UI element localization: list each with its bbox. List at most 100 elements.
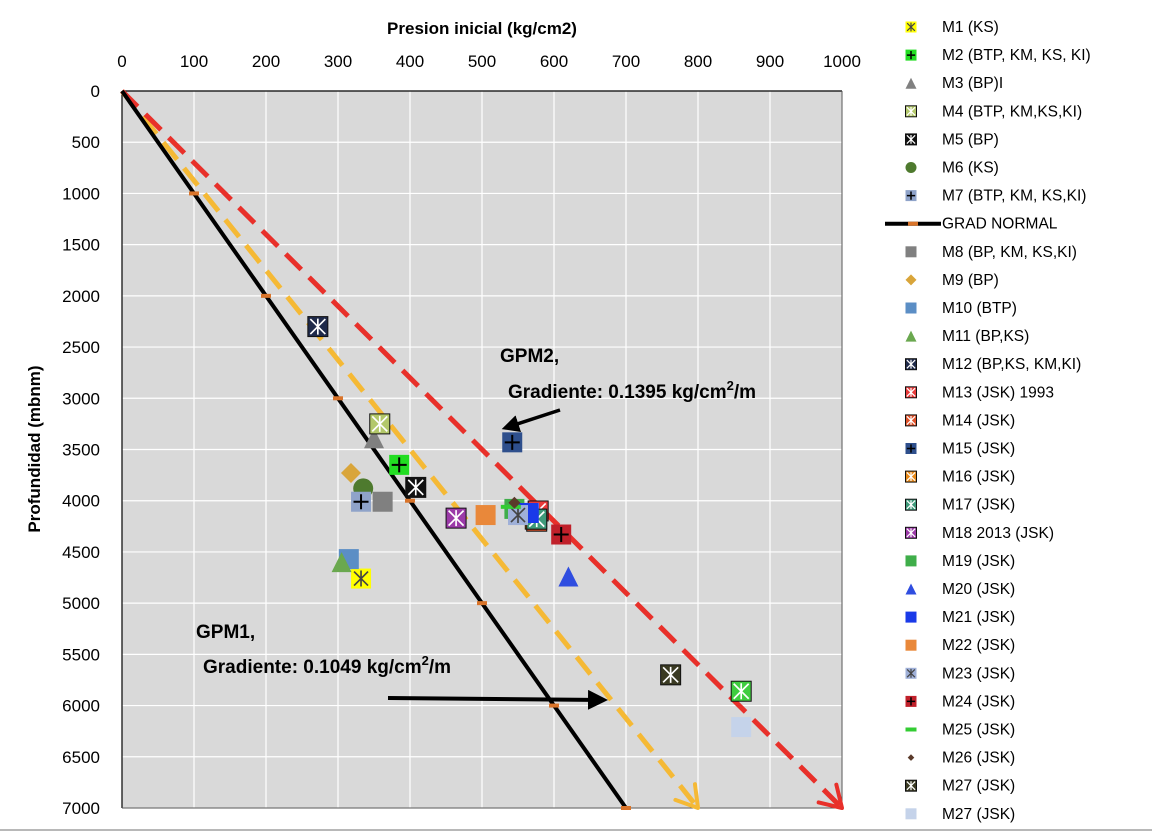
gpm1-annotation: GPM1, Gradiente: 0.1049 kg/cm2/m	[196, 622, 608, 710]
legend-entry: M13 (JSK) 1993	[942, 384, 1054, 401]
data-point	[405, 476, 427, 498]
gpm2-gradient-text: Gradiente: 0.1395 kg/cm2/m	[508, 378, 756, 403]
data-point	[351, 491, 372, 512]
normal-gradient-marker	[621, 806, 631, 810]
gpm2-arrow	[501, 408, 561, 432]
legend-entry: GRAD NORMAL	[942, 216, 1058, 233]
legend-marker	[907, 754, 915, 761]
y-tick-label: 5000	[62, 594, 100, 613]
legend-marker	[885, 221, 941, 226]
y-tick-label: 4000	[62, 492, 100, 511]
legend-marker	[905, 105, 917, 118]
normal-gradient-marker	[477, 601, 487, 606]
legend-entry: M23 (JSK)	[942, 665, 1015, 682]
legend-marker	[905, 49, 917, 61]
legend-entry: M17 (JSK)	[942, 497, 1015, 514]
gpm1-arrow	[387, 689, 608, 710]
x-tick-label: 700	[612, 52, 640, 71]
normal-gradient-marker	[405, 498, 415, 503]
data-point	[475, 505, 496, 526]
data-points	[307, 316, 752, 738]
legend-marker	[905, 162, 917, 173]
normal-gradient-marker	[189, 191, 199, 196]
gpm1-trend-line	[120, 89, 700, 810]
data-point	[731, 717, 752, 738]
data-point	[340, 463, 361, 484]
legend-marker	[905, 695, 917, 707]
legend-entry: M6 (KS)	[942, 160, 999, 177]
legend-entry: M12 (BP,KS, KM,KI)	[942, 356, 1081, 373]
y-tick-label: 5500	[62, 645, 100, 664]
legend-entry: M20 (JSK)	[942, 581, 1015, 598]
legend-marker	[905, 358, 917, 371]
x-tick-label: 600	[540, 52, 568, 71]
legend-marker	[905, 470, 917, 483]
data-point	[730, 680, 752, 702]
data-point	[372, 491, 393, 512]
y-tick-label: 500	[72, 133, 100, 152]
y-tick-label: 1000	[62, 184, 100, 203]
trend-lines	[120, 89, 844, 810]
legend-entry: M8 (BP, KM, KS,KI)	[942, 244, 1077, 261]
data-point	[508, 505, 528, 526]
legend-marker	[905, 639, 917, 651]
data-point	[558, 566, 579, 587]
legend-entry: M10 (BTP)	[942, 300, 1017, 317]
x-tick-label: 500	[468, 52, 496, 71]
legend-entry: M9 (BP)	[942, 272, 999, 289]
y-axis-title: Profundidad (mbnm)	[25, 365, 44, 532]
data-point	[502, 432, 523, 453]
legend-entry: M2 (BTP, KM, KS, KI)	[942, 47, 1091, 64]
legend-marker	[905, 808, 917, 820]
legend-entry: M15 (JSK)	[942, 441, 1015, 458]
legend-entry: M1 (KS)	[942, 19, 999, 36]
normal-gradient-marker	[333, 396, 343, 401]
legend-entry: M16 (JSK)	[942, 469, 1015, 486]
legend-entry: M7 (BTP, KM, KS,KI)	[942, 188, 1086, 205]
data-point	[369, 413, 391, 435]
legend-marker	[905, 133, 917, 146]
y-tick-label: 6500	[62, 748, 100, 767]
legend-entry: M25 (JSK)	[942, 722, 1015, 739]
normal-gradient-marker	[549, 703, 559, 708]
y-tick-labels: 0 500 1000 1500 2000 2500 3000 3500 4000 4500 5000…	[62, 82, 100, 818]
gpm2-label: GPM2,	[500, 346, 559, 367]
y-tick-label: 6000	[62, 697, 100, 716]
legend-marker	[905, 330, 917, 342]
y-tick-label: 3000	[62, 389, 100, 408]
legend-marker	[905, 583, 917, 595]
normal-gradient-marker	[261, 293, 271, 298]
legend-marker	[905, 526, 917, 539]
legend-marker	[905, 498, 917, 511]
data-point	[551, 524, 572, 545]
data-point	[508, 496, 521, 509]
gpm2-arrow-head	[816, 782, 844, 810]
legend-marker	[905, 611, 917, 623]
legend-marker	[905, 414, 917, 427]
legend-marker	[905, 21, 917, 33]
x-tick-label: 0	[117, 52, 126, 71]
legend-marker	[905, 443, 917, 454]
legend-entry: M24 (JSK)	[942, 693, 1015, 710]
data-point	[364, 428, 384, 449]
legend-marker	[905, 727, 917, 732]
legend-marker	[905, 779, 917, 792]
legend-entry: M4 (BTP, KM,KS,KI)	[942, 103, 1082, 120]
legend-entry: M27 (JSK)	[942, 778, 1015, 795]
legend-entry: M11 (BP,KS)	[942, 328, 1029, 345]
y-tick-label: 2000	[62, 287, 100, 306]
normal-gradient-line-path	[120, 89, 628, 810]
data-point	[500, 504, 521, 509]
legend-marker	[905, 190, 917, 202]
legend-marker	[905, 246, 917, 258]
gpm2-annotation: GPM2, Gradiente: 0.1395 kg/cm2/m	[500, 346, 756, 432]
y-tick-label: 4500	[62, 543, 100, 562]
data-point	[660, 664, 682, 686]
axes	[121, 90, 843, 809]
legend-entry: M5 (BP)	[942, 131, 999, 148]
legend-entry: M18 2013 (JSK)	[942, 525, 1054, 542]
data-point	[331, 552, 352, 573]
legend-marker	[905, 555, 917, 567]
x-tick-label: 1000	[823, 52, 861, 71]
legend-marker	[905, 274, 917, 286]
